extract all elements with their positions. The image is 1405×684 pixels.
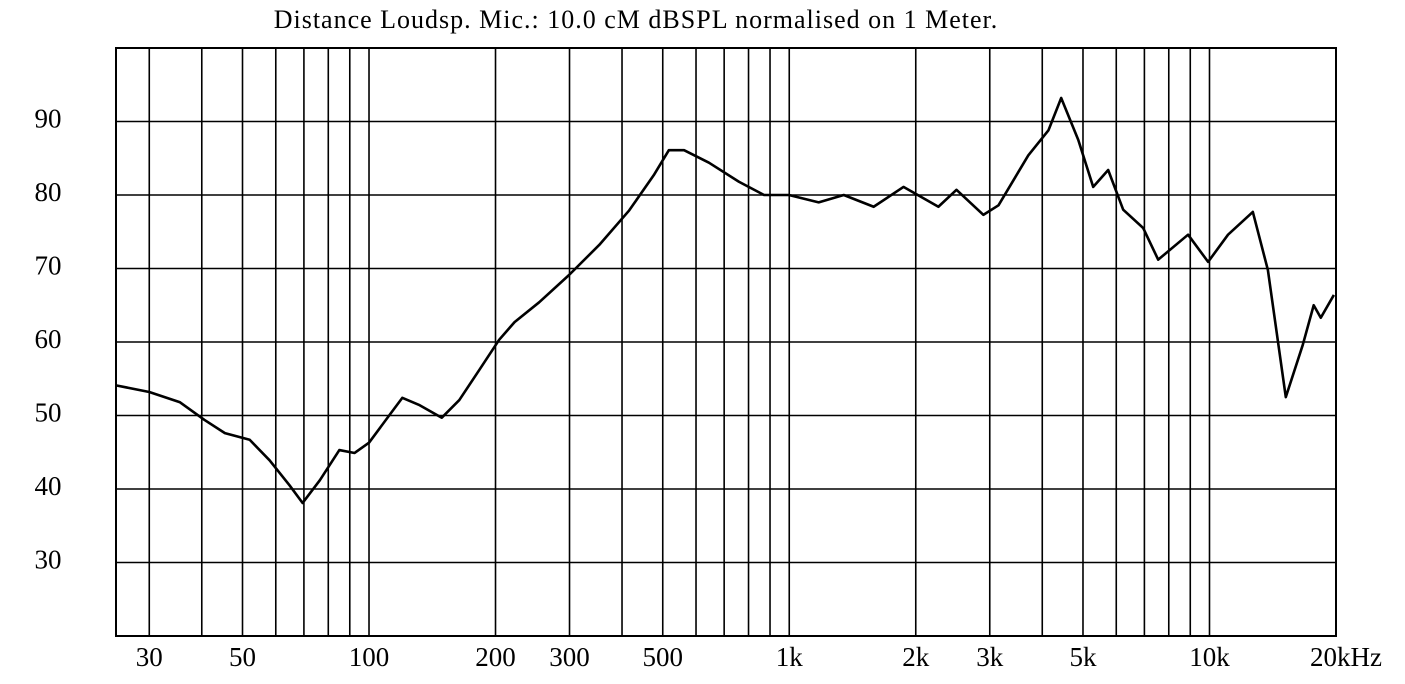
x-tick-label: 2k [902,642,930,672]
x-tick-label: 30 [136,642,163,672]
chart-title: Distance Loudsp. Mic.: 10.0 cM dBSPL nor… [274,5,999,34]
y-tick-label: 60 [35,324,62,354]
y-tick-label: 50 [35,398,62,428]
x-tick-label: 200 [475,642,516,672]
y-tick-label: 40 [35,471,62,501]
x-tick-label: 3k [976,642,1004,672]
response-line [115,96,1336,505]
x-tick-label: 300 [549,642,590,672]
x-tick-label: 5k [1069,642,1097,672]
x-tick-label: 500 [642,642,683,672]
x-tick-label: 1k [776,642,804,672]
y-tick-label: 70 [35,251,62,281]
y-tick-label: 30 [35,545,62,575]
x-tick-label: 10k [1189,642,1230,672]
y-tick-label: 80 [35,177,62,207]
x-tick-label: 20kHz [1310,642,1382,672]
x-tick-label: 50 [229,642,256,672]
x-tick-label: 100 [349,642,390,672]
y-tick-label: 90 [35,104,62,134]
plot-frame [115,47,1337,637]
